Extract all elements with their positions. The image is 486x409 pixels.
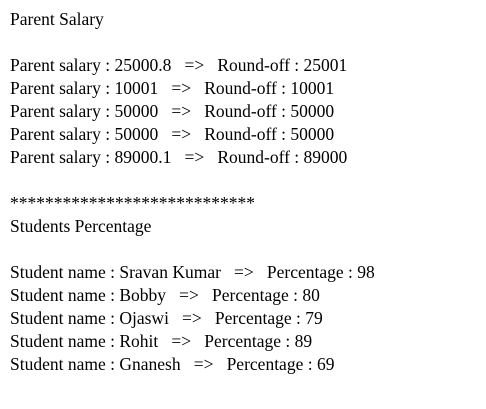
salary-line: Parent salary : 89000.1 => Round-off : 8… xyxy=(10,147,348,167)
student-line: Student name : Sravan Kumar => Percentag… xyxy=(10,262,375,282)
program-output: Parent Salary Parent salary : 25000.8 =>… xyxy=(10,8,486,376)
salary-line: Parent salary : 50000 => Round-off : 500… xyxy=(10,101,335,121)
students-heading: Students Percentage xyxy=(10,216,152,236)
blank-line xyxy=(10,238,486,261)
salary-line: Parent salary : 25000.8 => Round-off : 2… xyxy=(10,55,348,75)
separator-line: **************************** xyxy=(10,193,255,213)
student-line: Student name : Gnanesh => Percentage : 6… xyxy=(10,354,335,374)
salary-line: Parent salary : 50000 => Round-off : 500… xyxy=(10,124,335,144)
salary-line: Parent salary : 10001 => Round-off : 100… xyxy=(10,78,335,98)
student-line: Student name : Rohit => Percentage : 89 xyxy=(10,331,313,351)
salary-heading: Parent Salary xyxy=(10,9,104,29)
student-line: Student name : Ojaswi => Percentage : 79 xyxy=(10,308,323,328)
blank-line xyxy=(10,169,486,192)
student-line: Student name : Bobby => Percentage : 80 xyxy=(10,285,320,305)
blank-line xyxy=(10,31,486,54)
